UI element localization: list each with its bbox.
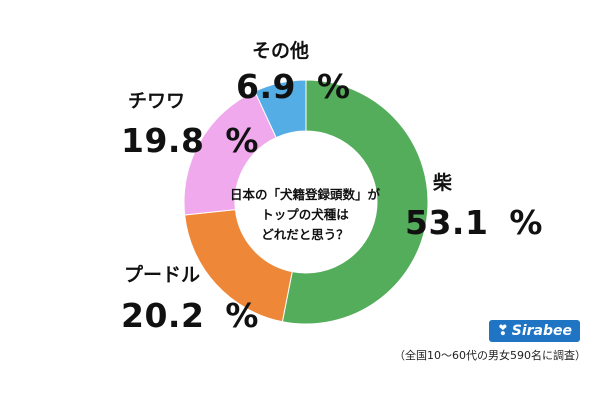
slice-other xyxy=(254,79,307,139)
value-shiba: 53.1 xyxy=(405,203,501,242)
percent-sign-poodle: % xyxy=(225,296,259,335)
label-value-poodle: 20.2 % xyxy=(121,299,259,332)
value-poodle: 20.2 xyxy=(121,296,217,335)
value-other: 6.9 xyxy=(236,67,308,106)
label-name-poodle: プードル xyxy=(124,264,201,286)
label-value-other: 6.9 % xyxy=(236,70,351,103)
question-line-2: トップの犬種は xyxy=(261,207,349,222)
percent-sign-shiba: % xyxy=(509,203,543,242)
label-name-other: その他 xyxy=(252,40,310,62)
percent-sign-chihuahua: % xyxy=(225,121,259,160)
label-value-shiba: 53.1 % xyxy=(405,206,543,239)
survey-source-note: （全国10～60代の男女590名に調査） xyxy=(394,349,586,362)
label-value-chihuahua: 19.8 % xyxy=(121,124,259,157)
brand-logo: ❣ Sirabee xyxy=(489,320,580,342)
question-line-1: 日本の「犬籍登録頭数」が xyxy=(229,187,380,202)
percent-sign-other: % xyxy=(316,67,351,106)
sirabee-logo-icon: ❣ xyxy=(497,323,509,339)
label-name-shiba: 柴 xyxy=(433,172,453,194)
chart-question: 日本の「犬籍登録頭数」が トップの犬種は どれだと思う？ xyxy=(225,185,385,245)
slice-shiba xyxy=(281,79,429,325)
value-chihuahua: 19.8 xyxy=(121,121,217,160)
question-line-3: どれだと思う？ xyxy=(261,227,349,242)
brand-name: Sirabee xyxy=(511,323,572,339)
label-name-chihuahua: チワワ xyxy=(128,90,186,112)
